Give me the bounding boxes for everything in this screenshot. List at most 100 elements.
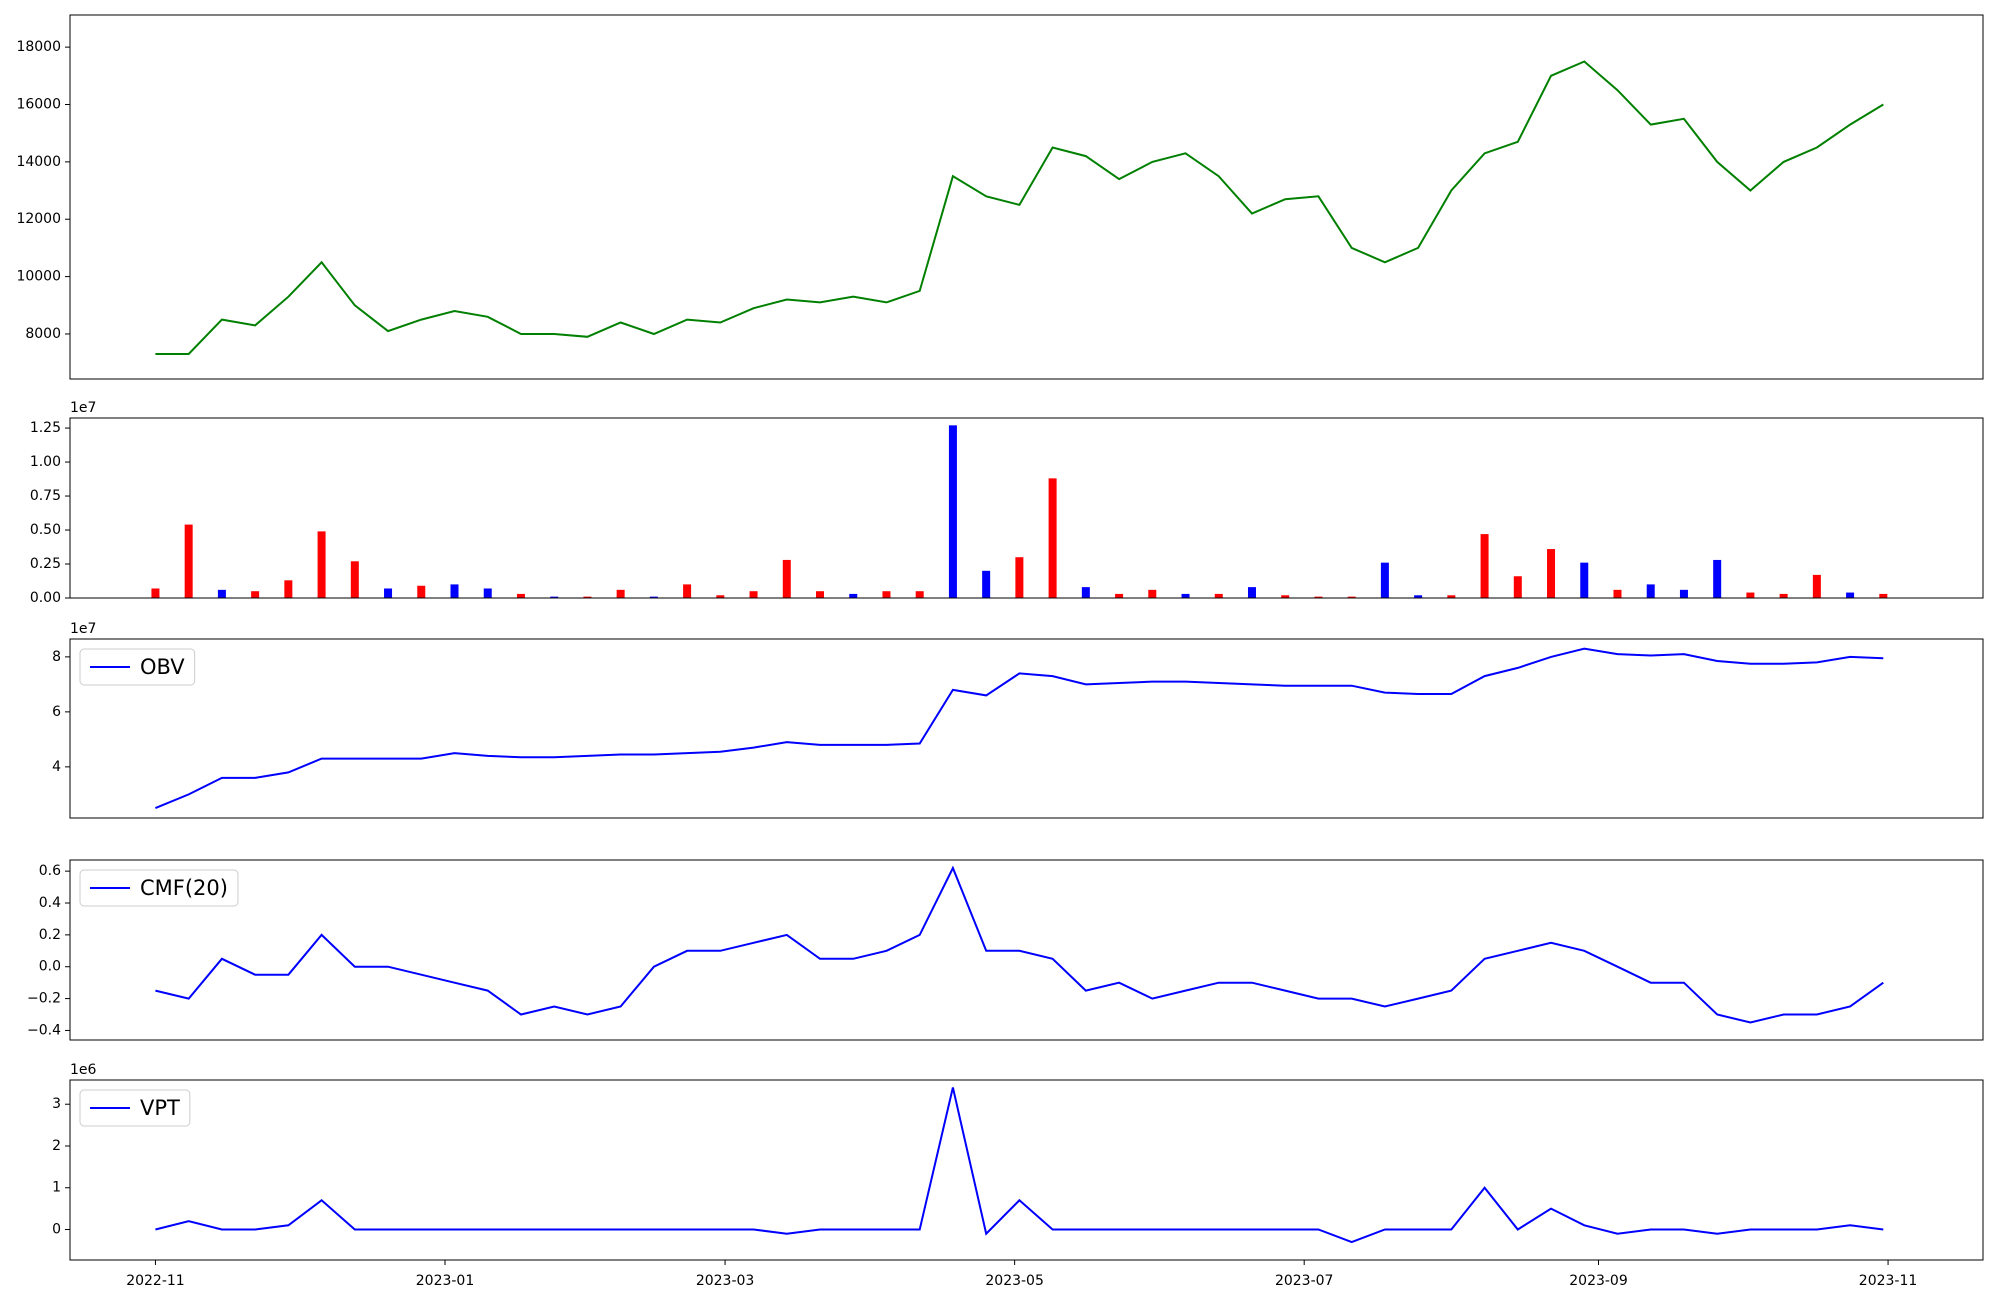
bar: [1447, 595, 1456, 598]
y-tick-label: 16000: [16, 96, 61, 112]
bar: [1613, 589, 1622, 598]
legend-box: [79, 648, 196, 686]
line: [155, 865, 1884, 1024]
y-tick-label: 0.75: [30, 488, 61, 504]
bar: [583, 596, 592, 598]
bar: [516, 593, 525, 598]
x-tick-label: 2023-07: [1275, 1273, 1334, 1289]
y-tick-label: 1.25: [30, 420, 61, 436]
bar: [317, 531, 326, 598]
bar: [284, 580, 293, 598]
axes-frame: [69, 638, 1984, 819]
bar: [716, 595, 725, 598]
y-tick-label: 18000: [16, 39, 61, 55]
bar: [1779, 593, 1788, 598]
y-tick-label: 8: [52, 649, 61, 665]
bar: [1247, 587, 1256, 598]
offset-label: 1e6: [70, 1062, 97, 1078]
y-tick-label: 0.0: [39, 959, 61, 975]
line: [155, 1087, 1884, 1244]
bar: [1480, 534, 1489, 598]
offset-label: 1e7: [70, 400, 96, 416]
bar: [1347, 596, 1356, 598]
x-tick-label: 2023-05: [985, 1273, 1044, 1289]
bar: [1048, 478, 1057, 598]
bar: [1580, 562, 1589, 598]
legend-box: [79, 1089, 191, 1127]
bar: [1414, 595, 1423, 598]
bar: [550, 596, 559, 598]
y-tick-label: 3: [52, 1096, 61, 1112]
y-tick-label: 8000: [25, 326, 61, 342]
bar: [1746, 592, 1755, 598]
y-tick-label: 2: [52, 1138, 61, 1154]
y-tick-label: 1: [52, 1180, 61, 1196]
legend: CMF(20): [79, 869, 239, 907]
bar: [849, 593, 858, 598]
bar: [1380, 562, 1389, 598]
line: [155, 647, 1884, 810]
x-tick-label: 2023-09: [1569, 1273, 1628, 1289]
axes-frame: [69, 417, 1984, 599]
bar: [1081, 587, 1090, 598]
y-tick-label: 0.6: [39, 863, 61, 879]
bar: [483, 588, 492, 598]
legend-label: CMF(20): [140, 876, 228, 900]
axes-frame: [69, 1079, 1984, 1261]
y-tick-label: 14000: [16, 154, 61, 170]
y-tick-label: 0.4: [39, 895, 61, 911]
bar: [948, 425, 957, 598]
bar: [151, 588, 160, 598]
bar: [1314, 596, 1323, 598]
y-tick-label: −0.4: [27, 1022, 61, 1038]
y-tick-label: 0.50: [30, 522, 61, 538]
bar: [217, 589, 226, 598]
bar: [816, 591, 825, 598]
offset-label: 1e7: [70, 621, 96, 637]
legend: OBV: [79, 648, 196, 686]
bar: [1879, 593, 1888, 598]
bar: [1646, 584, 1655, 598]
bar: [1148, 589, 1157, 598]
bar: [417, 585, 426, 598]
x-tick-label: 2022-11: [126, 1273, 185, 1289]
bar: [1812, 574, 1821, 598]
axes-frame: [69, 14, 1984, 380]
bar: [915, 591, 924, 598]
y-tick-label: 0.00: [30, 590, 61, 606]
axes-frame: [69, 859, 1984, 1041]
bar: [749, 591, 758, 598]
legend-box: [79, 869, 239, 907]
bar: [782, 559, 791, 598]
y-tick-label: 0: [52, 1222, 61, 1238]
bar: [1281, 595, 1290, 598]
line: [155, 60, 1884, 355]
bar: [1015, 557, 1024, 598]
bar: [251, 591, 260, 598]
bar: [1679, 589, 1688, 598]
bar: [882, 591, 891, 598]
bar: [1846, 592, 1855, 598]
bar: [1713, 559, 1722, 598]
bar: [1181, 593, 1190, 598]
bar: [982, 570, 991, 598]
bar: [1513, 576, 1522, 598]
legend-label: VPT: [140, 1096, 180, 1120]
legend: VPT: [79, 1089, 191, 1127]
bar: [616, 589, 625, 598]
bar: [1115, 593, 1124, 598]
bar: [1547, 549, 1556, 598]
y-tick-label: 4: [52, 759, 61, 775]
bar: [184, 524, 193, 598]
legend-label: OBV: [140, 655, 185, 679]
bar: [384, 588, 393, 598]
y-tick-label: 0.2: [39, 927, 61, 943]
y-tick-label: 6: [52, 704, 61, 720]
x-tick-label: 2023-01: [416, 1273, 475, 1289]
y-tick-label: 0.25: [30, 556, 61, 572]
bar: [450, 584, 459, 598]
bar: [683, 584, 692, 598]
bar: [649, 596, 658, 598]
x-tick-label: 2023-03: [696, 1273, 755, 1289]
